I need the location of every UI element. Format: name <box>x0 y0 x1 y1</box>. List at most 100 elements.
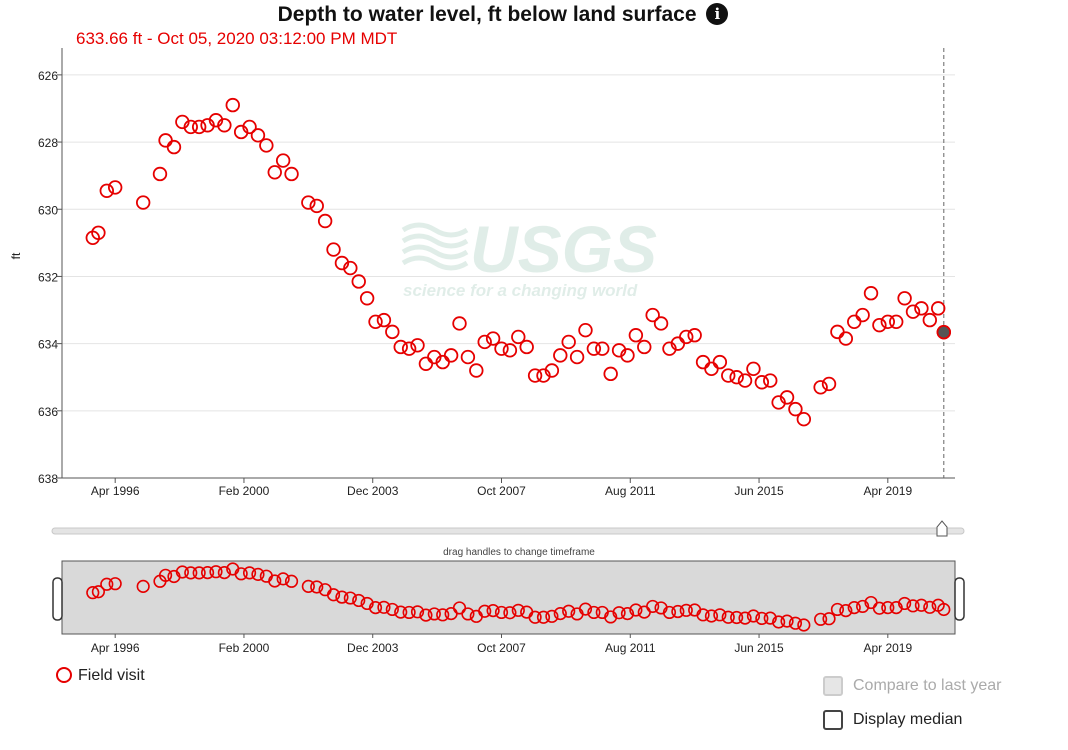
brush-data-point <box>856 599 870 614</box>
brush-data-point <box>503 606 517 620</box>
display-median-checkbox[interactable]: Display median <box>823 710 962 730</box>
brush-data-point <box>486 604 500 618</box>
brush-data-point <box>343 591 357 605</box>
compare-last-year-checkbox[interactable]: Compare to last year <box>823 676 1002 696</box>
brush-data-point <box>217 565 231 580</box>
brush-data-point <box>335 590 349 604</box>
brush-data-point <box>209 565 223 579</box>
chart-title: Depth to water level, ft below land surf… <box>0 0 1006 30</box>
brush-data-point <box>100 577 114 591</box>
data-point <box>830 324 845 340</box>
data-point <box>821 376 837 392</box>
data-point <box>469 363 484 378</box>
data-point <box>183 119 198 135</box>
brush-data-point <box>352 593 366 608</box>
data-point <box>544 363 560 378</box>
brush-data-point <box>394 605 408 619</box>
y-tick-label: 636 <box>38 405 58 419</box>
brush-data-point <box>436 608 450 622</box>
data-point <box>687 328 702 343</box>
data-point <box>217 118 232 133</box>
compare-checkbox-box[interactable] <box>823 676 843 696</box>
data-point <box>494 341 509 356</box>
tooltip-readout: 633.66 ft - Oct 05, 2020 03:12:00 PM MDT <box>76 29 398 48</box>
info-icon[interactable]: i <box>706 3 729 25</box>
brush-data-point <box>402 605 416 620</box>
data-point <box>931 301 946 316</box>
brush-right-handle[interactable] <box>954 577 965 621</box>
data-point <box>603 366 618 382</box>
data-point <box>368 314 383 329</box>
brush-data-point <box>234 567 248 581</box>
brush-caption: drag handles to change timeframe <box>443 547 595 558</box>
data-point <box>91 225 106 240</box>
field-visit-legend-icon <box>56 667 72 683</box>
brush-data-point <box>662 605 677 620</box>
brush-data-point <box>536 610 551 624</box>
data-point <box>796 412 812 427</box>
x-tick-label: Apr 1996 <box>91 484 140 498</box>
y-axis-label: ft <box>9 252 23 259</box>
data-point <box>712 354 728 370</box>
brush-data-point <box>839 604 853 618</box>
x-tick-label: Jun 2015 <box>734 484 784 498</box>
brush-data-point <box>301 579 315 593</box>
data-point <box>863 286 879 301</box>
brush-data-point <box>251 567 265 581</box>
data-point <box>595 341 610 356</box>
x-tick-label: Oct 2007 <box>477 484 526 498</box>
median-label: Display median <box>853 711 963 728</box>
data-point <box>645 307 660 323</box>
brush-data-point <box>679 603 693 617</box>
data-point <box>502 343 518 358</box>
chart-title-text: Depth to water level, ft below land surf… <box>277 3 697 26</box>
data-point <box>914 301 929 316</box>
brush-data-point <box>578 602 593 616</box>
data-point <box>813 380 828 395</box>
brush-data-point <box>385 602 399 617</box>
data-point <box>779 390 795 405</box>
brush-data-point <box>620 607 635 621</box>
data-point <box>511 329 526 345</box>
timeframe-slider-track <box>51 527 965 535</box>
data-point <box>267 165 282 180</box>
brush-data-point <box>368 601 383 615</box>
brush-data-point <box>158 568 173 582</box>
brush-data-point <box>704 609 719 623</box>
data-point <box>561 334 576 350</box>
brush-data-point <box>192 566 206 580</box>
y-tick-label: 630 <box>38 203 58 217</box>
brush-data-point <box>738 611 752 625</box>
brush-data-point <box>545 609 559 623</box>
timeframe-slider-handle[interactable] <box>936 520 948 537</box>
data-point <box>679 329 694 345</box>
brush-data-point <box>268 574 282 588</box>
brush-data-point <box>494 605 509 620</box>
brush-left-handle[interactable] <box>52 577 63 621</box>
legend-field-visit-label: Field visit <box>78 667 145 684</box>
data-point <box>855 307 870 323</box>
data-point <box>135 195 151 210</box>
data-point <box>385 324 400 340</box>
x-tick-label: Dec 2003 <box>347 484 399 498</box>
y-tick-label: 626 <box>38 69 58 83</box>
data-point <box>166 139 182 155</box>
data-point <box>838 331 854 346</box>
brush-data-point <box>553 607 567 621</box>
x-tick-label: Apr 2019 <box>863 484 912 498</box>
brush-data-point <box>763 611 777 625</box>
brush-data-point <box>814 612 828 626</box>
brush-data-point <box>914 598 929 612</box>
data-point <box>746 361 761 377</box>
brush-data-point <box>461 607 475 621</box>
brush-x-tick-label: Dec 2003 <box>347 641 399 655</box>
data-point <box>569 349 585 365</box>
data-point <box>553 348 568 363</box>
data-point <box>620 348 635 363</box>
brush-data-point <box>427 607 441 621</box>
data-point <box>578 322 593 338</box>
median-checkbox-box[interactable] <box>823 710 843 730</box>
brush-data-point <box>360 596 374 611</box>
